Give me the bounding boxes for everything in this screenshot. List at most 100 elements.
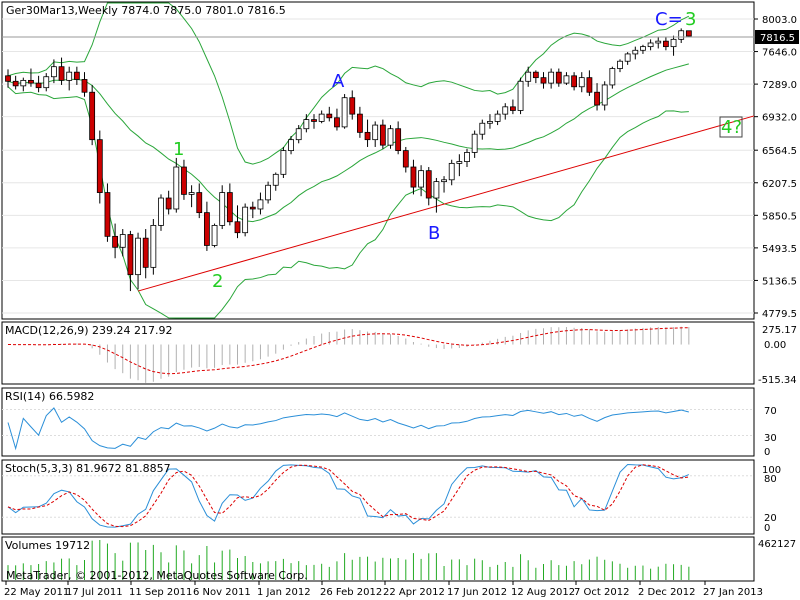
price-tick-label: 5136.5 — [762, 276, 797, 287]
current-price-label: 7816.5 — [760, 33, 795, 44]
candle-body — [311, 119, 317, 122]
date-tick-label: 1 Jan 2012 — [257, 587, 311, 598]
candle-body — [540, 77, 547, 84]
wave-label-4-box — [719, 116, 743, 138]
candle-body — [441, 179, 447, 183]
candle-body — [456, 161, 463, 164]
volume-title: Volumes 19712 — [5, 539, 90, 552]
rsi-panel[interactable]: RSI(14) 66.5982 — [1, 387, 755, 457]
candle-body — [211, 224, 218, 246]
candle-body — [96, 139, 103, 193]
wave-label-1: 1 — [173, 139, 184, 160]
candle-body — [433, 181, 440, 199]
candle-body — [578, 77, 585, 88]
candle-body — [127, 234, 134, 276]
price-tick-label: 6564.5 — [762, 146, 797, 157]
candle-body — [219, 192, 226, 226]
candle-body — [410, 166, 417, 188]
candle-body — [51, 66, 57, 78]
candle-body — [509, 106, 516, 111]
candle-body — [265, 184, 272, 201]
candle-body — [402, 150, 409, 168]
date-tick-label: 7 Oct 2012 — [574, 587, 629, 598]
price-tick-label: 4779.5 — [762, 309, 797, 320]
candle-body — [188, 192, 195, 195]
candle-body — [73, 71, 80, 80]
candle-body — [81, 79, 88, 93]
candle-body — [356, 113, 363, 133]
copyright-label: MetaTrader, © 2001-2012, MetaQuotes Soft… — [6, 569, 308, 582]
volume-plot — [7, 540, 690, 580]
rsi-title: RSI(14) 66.5982 — [5, 390, 94, 403]
candle-body — [387, 128, 394, 146]
candle-body — [5, 75, 11, 82]
candle-body — [678, 30, 685, 40]
price-tick-label: 7646.0 — [762, 48, 797, 59]
candlesticks — [5, 28, 692, 292]
candle-body — [494, 113, 501, 122]
trendline-line — [137, 115, 755, 292]
candle-body — [364, 131, 371, 141]
date-tick-label: 12 Aug 2012 — [511, 587, 575, 598]
candle-body — [548, 71, 555, 84]
bollinger-bands — [7, 2, 690, 319]
current-price-badge: 7816.5 — [755, 30, 799, 44]
price-tick-label: 8003.0 — [762, 15, 797, 26]
candle-body — [58, 66, 65, 81]
date-tick-label: 17 Jul 2011 — [66, 587, 123, 598]
candle-body — [571, 75, 577, 88]
candle-body — [601, 84, 608, 106]
candle-body — [165, 197, 172, 210]
candle-body — [173, 166, 180, 210]
candle-body — [517, 80, 524, 111]
rsi-tick-70: 70 — [764, 406, 777, 417]
band-upper — [7, 2, 690, 165]
macd-signal-line — [7, 327, 689, 375]
stoch-tick-80: 80 — [764, 474, 777, 485]
stoch-tick-20: 20 — [764, 513, 777, 524]
candle-body — [181, 166, 187, 195]
date-tick-label: 6 Nov 2011 — [193, 587, 251, 598]
date-tick-label: 2 Dec 2012 — [638, 587, 696, 598]
main-info-label: Ger30Mar13,Weekly 7874.0 7875.0 7801.0 7… — [6, 4, 286, 17]
candle-body — [249, 206, 256, 210]
macd-panel[interactable]: MACD(12,26,9) 239.24 217.92 — [1, 321, 755, 385]
wave-label-2: 2 — [212, 271, 223, 292]
trendline — [137, 115, 755, 292]
candle-body — [563, 75, 570, 84]
candle-body — [112, 235, 118, 248]
candle-body — [655, 40, 662, 44]
candle-body — [425, 170, 432, 199]
candle-body — [685, 30, 692, 37]
candle-body — [20, 79, 27, 87]
price-tick-label: 6932.0 — [762, 113, 797, 124]
candle-body — [555, 71, 562, 84]
volume-panel[interactable]: Volumes 19712 MetaTrader, © 2001-2012, M… — [1, 536, 755, 582]
candle-body — [234, 221, 241, 234]
candle-body — [372, 124, 379, 141]
candle-body — [203, 212, 210, 246]
date-tick-label: 11 Sep 2011 — [129, 587, 192, 598]
price-tick-label: 5493.5 — [762, 244, 797, 255]
date-tick-label: 26 Feb 2012 — [320, 587, 382, 598]
candle-body — [226, 192, 233, 223]
candle-body — [525, 71, 532, 82]
main-grid — [2, 18, 754, 314]
macd-title: MACD(12,26,9) 239.24 217.92 — [5, 324, 173, 337]
main-panel[interactable]: Ger30Mar13,Weekly 7874.0 7875.0 7801.0 7… — [1, 1, 755, 320]
candle-body — [586, 77, 593, 93]
candle-body — [640, 46, 646, 51]
stoch-panel[interactable]: Stoch(5,3,3) 81.9672 81.8857 — [1, 459, 755, 535]
candle-body — [272, 173, 279, 186]
candle-body — [670, 38, 677, 48]
rsi-line — [7, 407, 689, 451]
candle-body — [303, 119, 310, 130]
wave-annotations: A B C= 1 2 3 4? — [173, 9, 743, 292]
candle-body — [624, 53, 631, 62]
rsi-plot — [2, 407, 754, 451]
candle-body — [104, 192, 111, 237]
band-middle — [7, 63, 689, 223]
candle-body — [594, 91, 600, 106]
